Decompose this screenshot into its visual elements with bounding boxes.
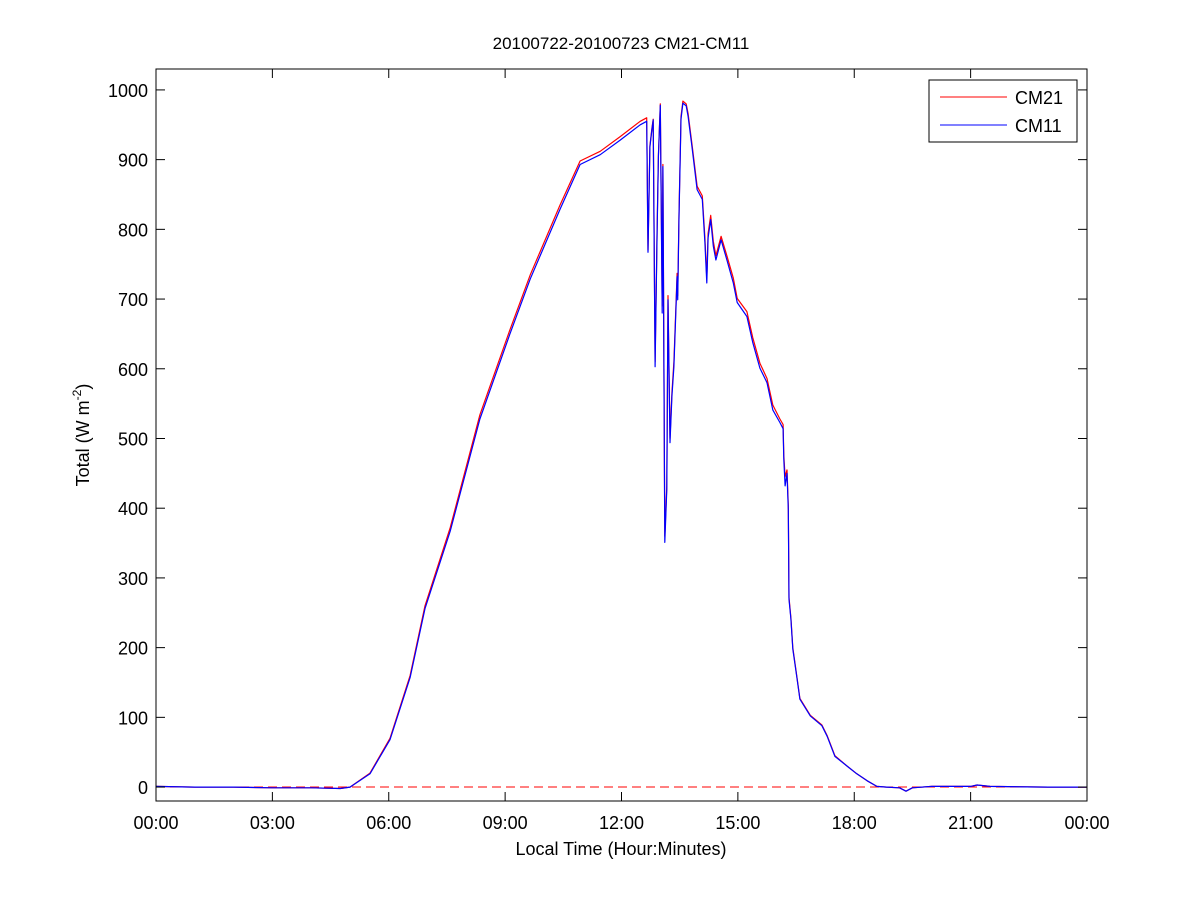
x-tick-label: 09:00 [483, 813, 528, 833]
series-layer [155, 100, 1087, 792]
y-tick-label: 200 [118, 639, 148, 659]
chart-title: 20100722-20100723 CM21-CM11 [493, 34, 750, 53]
x-tick-label: 18:00 [832, 813, 877, 833]
y-tick-label: 1000 [108, 81, 148, 101]
plot-background [156, 69, 1087, 801]
x-tick-label: 00:00 [133, 813, 178, 833]
y-axis-label-superscript: -2 [70, 389, 84, 400]
legend-label-cm21: CM21 [1015, 88, 1063, 108]
legend-label-cm11: CM11 [1015, 116, 1062, 136]
y-tick-label: 800 [118, 220, 148, 240]
x-axis-label: Local Time (Hour:Minutes) [515, 839, 726, 859]
y-tick-label: 100 [118, 708, 148, 728]
x-tick-label: 15:00 [715, 813, 760, 833]
y-axis-label-end: ) [73, 384, 93, 390]
x-tick-label: 12:00 [599, 813, 644, 833]
y-tick-label: 300 [118, 569, 148, 589]
series-line-cm11 [155, 102, 1087, 792]
x-tick-label: 03:00 [250, 813, 295, 833]
legend: CM21 CM11 [928, 79, 1078, 143]
y-tick-label: 600 [118, 360, 148, 380]
y-axis: 0 100 200 300 400 500 600 700 800 900 1000 [108, 81, 1087, 798]
y-tick-label: 700 [118, 290, 148, 310]
x-tick-label: 06:00 [366, 813, 411, 833]
y-axis-label-main: Total (W m [73, 400, 93, 486]
x-axis: 00:00 03:00 06:00 09:00 12:00 15:00 18:00 21:00… [133, 69, 1110, 833]
x-tick-label: 00:00 [1064, 813, 1109, 833]
x-tick-label: 21:00 [948, 813, 993, 833]
y-axis-label: Total (W m-2) [70, 384, 93, 487]
legend-box [928, 79, 1078, 143]
y-tick-label: 0 [138, 778, 148, 798]
y-tick-label: 500 [118, 429, 148, 449]
y-tick-label: 900 [118, 151, 148, 171]
y-tick-label: 400 [118, 499, 148, 519]
